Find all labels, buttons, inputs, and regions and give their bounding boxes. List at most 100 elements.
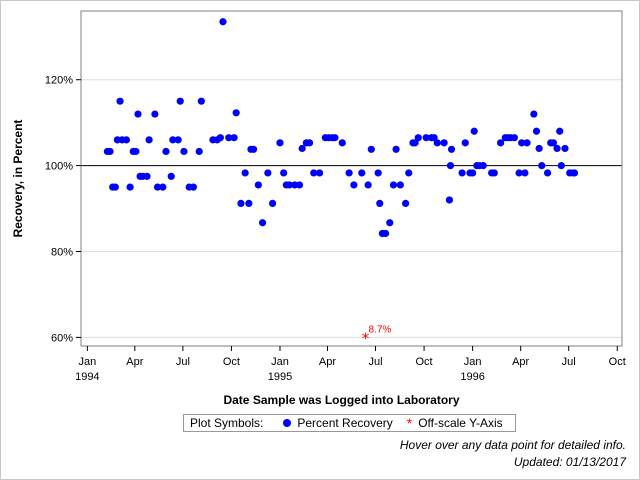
data-point[interactable]	[197, 97, 205, 105]
data-point[interactable]	[134, 110, 142, 118]
data-point[interactable]	[358, 169, 366, 177]
data-point[interactable]	[151, 110, 159, 118]
data-point[interactable]	[195, 147, 203, 156]
data-point[interactable]	[254, 181, 262, 189]
data-point[interactable]	[331, 134, 339, 142]
data-point[interactable]	[530, 110, 538, 118]
data-point[interactable]	[543, 169, 552, 177]
data-point[interactable]	[145, 136, 153, 144]
data-point[interactable]	[374, 169, 382, 177]
data-point[interactable]	[174, 136, 182, 144]
legend-item-percent-recovery: Percent Recovery	[297, 416, 393, 430]
data-point[interactable]	[490, 169, 498, 177]
data-point[interactable]	[310, 169, 318, 177]
data-point[interactable]	[245, 199, 253, 208]
data-point[interactable]	[479, 162, 487, 170]
data-point[interactable]	[295, 181, 304, 189]
data-point[interactable]	[132, 147, 140, 156]
data-point[interactable]	[315, 169, 324, 177]
data-point[interactable]	[381, 229, 390, 238]
data-point[interactable]	[535, 144, 543, 153]
data-point[interactable]	[258, 219, 267, 227]
data-point[interactable]	[298, 144, 306, 153]
data-point[interactable]	[392, 145, 400, 153]
updated-note: Updated: 01/13/2017	[513, 455, 626, 469]
data-point[interactable]	[553, 144, 561, 153]
data-point[interactable]	[447, 145, 456, 153]
legend-title: Plot Symbols:	[190, 416, 264, 430]
data-point[interactable]	[180, 147, 188, 156]
scatter-chart: 60% 80% 100% 120% Jan 1994 Apr Jul Oct Jan 1995 Ap…	[11, 10, 626, 407]
data-point[interactable]	[116, 97, 124, 105]
data-point[interactable]	[538, 162, 546, 170]
data-point[interactable]	[122, 136, 130, 144]
data-point[interactable]	[162, 147, 170, 156]
data-point[interactable]	[376, 199, 384, 208]
data-point[interactable]	[232, 109, 240, 117]
data-point[interactable]	[249, 145, 258, 153]
data-point[interactable]	[364, 181, 372, 189]
data-point[interactable]	[153, 183, 162, 191]
x-axis-title: Date Sample was Logged into Laboratory	[223, 393, 459, 407]
data-point[interactable]	[176, 97, 184, 105]
data-point[interactable]	[111, 183, 119, 191]
data-point[interactable]	[446, 162, 455, 170]
data-point[interactable]	[189, 183, 198, 191]
data-point[interactable]	[532, 127, 541, 135]
data-point[interactable]	[219, 18, 227, 26]
data-point[interactable]	[276, 139, 284, 147]
data-point[interactable]	[350, 181, 358, 189]
data-point[interactable]	[345, 169, 353, 177]
data-point[interactable]	[405, 169, 413, 177]
data-point[interactable]	[237, 199, 245, 208]
data-point[interactable]	[521, 169, 529, 177]
data-point[interactable]	[497, 139, 505, 147]
data-point[interactable]	[396, 181, 404, 189]
data-point[interactable]	[440, 139, 448, 147]
data-point[interactable]	[518, 139, 526, 147]
x-tick-label: Oct	[223, 356, 240, 368]
y-tick-label: 120%	[45, 75, 73, 87]
data-point[interactable]	[411, 139, 419, 147]
data-point[interactable]	[458, 169, 466, 177]
data-point[interactable]	[338, 139, 346, 147]
data-point[interactable]	[402, 199, 410, 208]
data-point[interactable]	[515, 169, 523, 177]
data-point[interactable]	[414, 134, 422, 142]
data-point[interactable]	[280, 169, 288, 177]
data-point[interactable]	[126, 183, 134, 191]
data-point[interactable]	[523, 139, 531, 147]
data-point[interactable]	[570, 169, 579, 177]
offscale-point[interactable]: *	[362, 329, 370, 347]
data-point[interactable]	[422, 134, 430, 142]
data-point[interactable]	[216, 134, 224, 142]
y-axis: 60% 80% 100% 120%	[45, 75, 81, 344]
data-point[interactable]	[230, 134, 238, 142]
legend-star-icon: *	[406, 415, 413, 431]
data-point[interactable]	[159, 183, 167, 191]
data-point[interactable]	[461, 139, 469, 147]
data-point[interactable]	[367, 145, 375, 153]
data-point[interactable]	[268, 199, 277, 208]
data-point[interactable]	[430, 134, 438, 142]
data-point[interactable]	[556, 127, 564, 135]
data-point[interactable]	[470, 127, 478, 135]
data-point[interactable]	[225, 134, 233, 142]
data-point[interactable]	[167, 172, 175, 180]
data-point[interactable]	[433, 139, 441, 147]
data-point[interactable]	[169, 136, 177, 144]
data-point[interactable]	[469, 169, 477, 177]
data-point[interactable]	[389, 181, 398, 189]
data-point[interactable]	[510, 134, 518, 142]
data-point[interactable]	[285, 181, 294, 189]
data-point[interactable]	[445, 196, 454, 204]
data-point[interactable]	[561, 144, 569, 153]
data-point[interactable]	[557, 162, 565, 170]
data-point[interactable]	[386, 219, 394, 227]
data-point[interactable]	[106, 147, 114, 156]
data-point[interactable]	[143, 172, 151, 180]
data-point[interactable]	[241, 169, 249, 177]
data-point[interactable]	[549, 139, 557, 147]
data-point[interactable]	[305, 139, 314, 147]
data-point[interactable]	[264, 169, 272, 177]
